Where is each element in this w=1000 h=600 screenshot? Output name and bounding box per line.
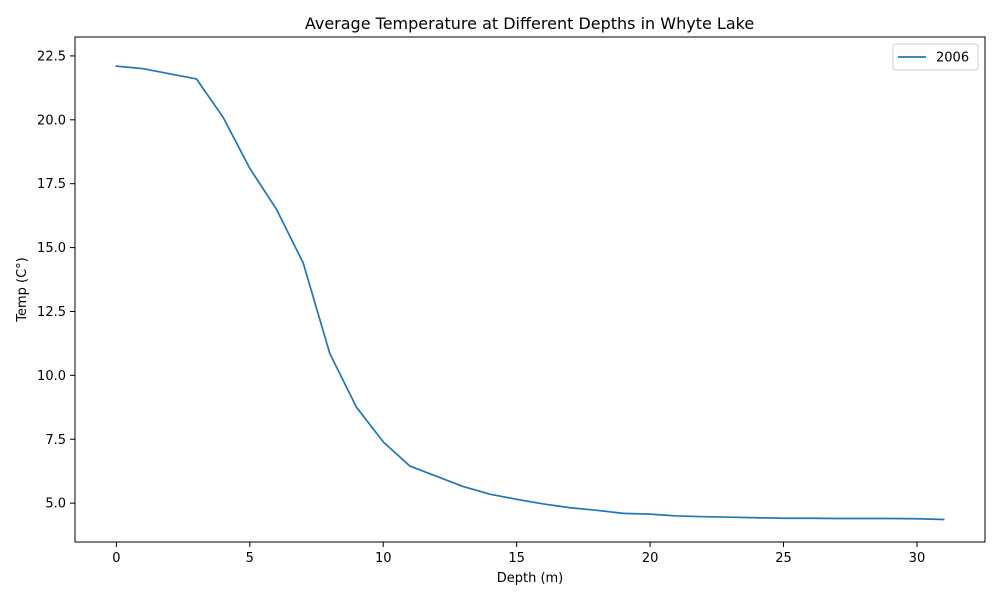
legend-label-2006: 2006 (936, 51, 969, 66)
y-tick-label: 17.5 (37, 177, 66, 192)
y-tick-label: 5.0 (45, 497, 66, 512)
chart-title: Average Temperature at Different Depths … (305, 14, 754, 33)
x-tick-label: 0 (112, 551, 120, 566)
x-tick-label: 25 (775, 551, 792, 566)
x-tick-label: 15 (508, 551, 525, 566)
x-axis-ticks: 0 5 10 15 20 25 30 (112, 542, 925, 566)
y-tick-label: 12.5 (37, 305, 66, 320)
y-tick-label: 7.5 (45, 433, 66, 448)
y-axis-label: Temp (C°) (15, 257, 30, 323)
plot-area (115, 65, 945, 521)
y-tick-label: 20.0 (37, 113, 66, 128)
x-tick-label: 30 (909, 551, 926, 566)
y-tick-label: 22.5 (37, 49, 66, 64)
legend-box (892, 43, 979, 71)
x-axis-label: Depth (m) (497, 571, 564, 586)
x-tick-label: 10 (375, 551, 392, 566)
plot-frame (74, 36, 986, 543)
x-tick-label: 20 (642, 551, 659, 566)
x-tick-label: 5 (246, 551, 254, 566)
legend: 2006 (892, 43, 979, 71)
y-tick-label: 15.0 (37, 241, 66, 256)
y-axis-ticks: 5.0 7.5 10.0 12.5 15.0 17.5 20.0 22.5 (37, 49, 75, 512)
y-tick-label: 10.0 (37, 369, 66, 384)
series-line-2006 (115, 65, 945, 521)
